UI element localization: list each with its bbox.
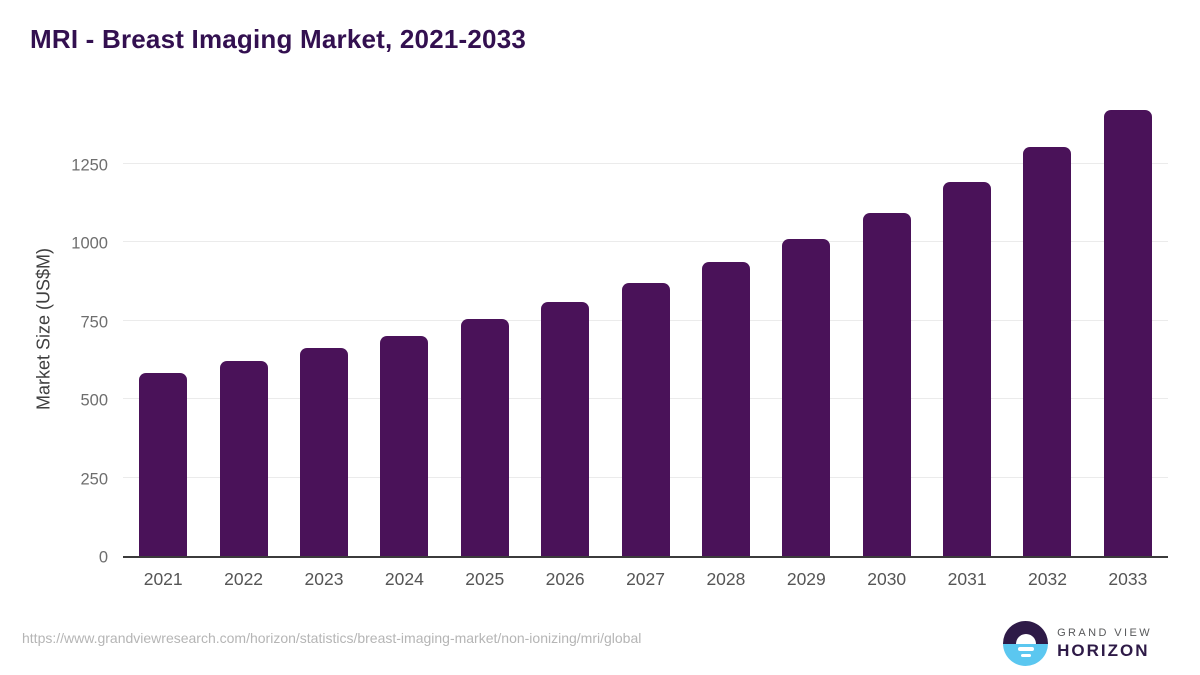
y-tick-500: 500: [80, 391, 108, 410]
x-axis-tick-labels: 2021 2022 2023 2024 2025 2026 2027 2028 2029 2030…: [123, 569, 1168, 590]
bar-2022: [219, 360, 268, 556]
bar-2026: [541, 301, 590, 556]
bar-slot-2030: [847, 100, 927, 556]
gridline-1250: [123, 162, 1168, 164]
y-tick-1000: 1000: [71, 234, 108, 253]
y-tick-1250: 1250: [71, 156, 108, 175]
x-tick-2022: 2022: [224, 569, 264, 589]
x-tick-2024: 2024: [384, 569, 424, 589]
bar-2033: [1103, 109, 1152, 556]
bar-slot-2028: [686, 100, 766, 556]
gridline-1000: [123, 241, 1168, 243]
bar-series: [123, 100, 1168, 556]
horizon-sunset-icon: [1003, 621, 1049, 666]
y-tick-750: 750: [80, 313, 108, 332]
source-url: https://www.grandviewresearch.com/horizo…: [22, 630, 642, 646]
bar-2032: [1023, 146, 1072, 556]
x-tick-2029: 2029: [786, 569, 826, 589]
icon-reflection-line-2: [1020, 653, 1031, 657]
x-tick-2033: 2033: [1108, 569, 1148, 589]
bar-slot-2032: [1007, 100, 1087, 556]
y-axis-tick-labels: 0 250 500 750 1000 1250: [0, 100, 108, 566]
y-tick-0: 0: [98, 548, 108, 567]
logo-text-horizon: HORIZON: [1057, 640, 1150, 660]
plot-area: [123, 100, 1168, 558]
bar-slot-2029: [766, 100, 846, 556]
bar-2028: [701, 262, 750, 556]
x-tick-2030: 2030: [867, 569, 907, 589]
bar-slot-2031: [927, 100, 1007, 556]
bar-2021: [139, 372, 188, 556]
logo-text-grand-view: GRAND VIEW: [1057, 626, 1152, 639]
bar-slot-2027: [605, 100, 685, 556]
x-tick-2023: 2023: [304, 569, 344, 589]
bar-slot-2021: [123, 100, 203, 556]
icon-sun: [1015, 634, 1036, 644]
bar-2024: [380, 336, 429, 556]
grandview-horizon-logo: GRAND VIEW HORIZON: [1003, 621, 1152, 666]
icon-sky-half: [1003, 621, 1049, 644]
chart-title: MRI - Breast Imaging Market, 2021-2033: [30, 24, 527, 54]
bar-slot-2022: [203, 100, 283, 556]
bar-2025: [460, 319, 509, 556]
x-tick-2025: 2025: [465, 569, 505, 589]
bar-2023: [299, 348, 348, 556]
x-tick-2031: 2031: [947, 569, 987, 589]
bar-slot-2023: [284, 100, 364, 556]
bar-slot-2026: [525, 100, 605, 556]
x-tick-2021: 2021: [143, 569, 183, 589]
x-tick-2026: 2026: [545, 569, 585, 589]
x-tick-2027: 2027: [626, 569, 665, 589]
bar-slot-2024: [364, 100, 444, 556]
icon-reflection-line-1: [1017, 647, 1034, 651]
x-tick-2032: 2032: [1028, 569, 1067, 589]
bar-slot-2025: [445, 100, 525, 556]
bar-2029: [782, 238, 831, 556]
x-tick-2028: 2028: [706, 569, 746, 589]
y-tick-250: 250: [80, 470, 108, 489]
bar-2031: [943, 181, 992, 556]
bar-2027: [621, 283, 670, 556]
bar-2030: [862, 212, 911, 556]
logo-text: GRAND VIEW HORIZON: [1057, 627, 1152, 661]
bar-slot-2033: [1088, 100, 1168, 556]
